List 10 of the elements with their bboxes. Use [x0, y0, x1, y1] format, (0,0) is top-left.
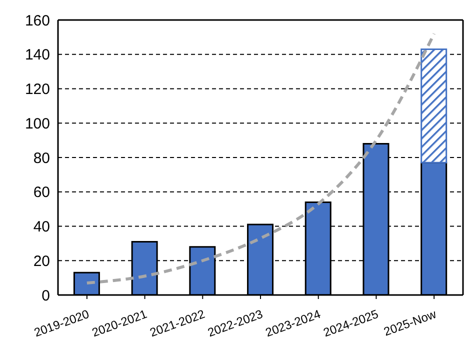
y-tick-label: 40 — [33, 218, 50, 236]
y-tick-label: 80 — [33, 150, 50, 167]
y-tick-label: 0 — [42, 287, 50, 304]
y-tick-label: 140 — [24, 46, 50, 64]
y-tick-label: 60 — [33, 184, 50, 202]
y-tick-label: 100 — [24, 115, 50, 132]
y-tick-label: 20 — [33, 252, 50, 270]
y-tick-label: 120 — [24, 81, 50, 98]
y-tick-label: 160 — [24, 12, 50, 30]
line-series — [85, 32, 436, 284]
